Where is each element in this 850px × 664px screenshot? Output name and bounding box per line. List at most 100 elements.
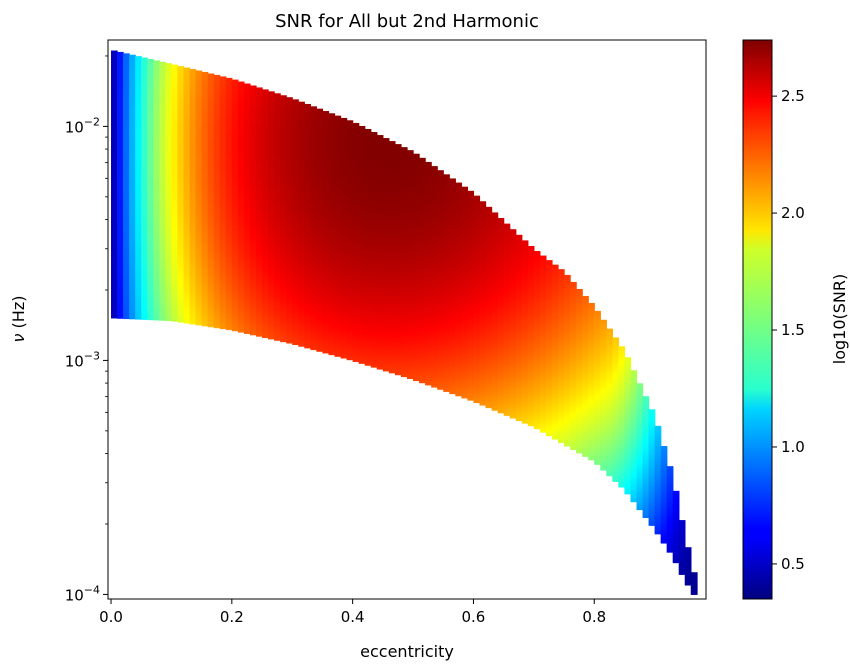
heatmap-cell [280,207,287,211]
heatmap-cell [437,362,444,366]
heatmap-cell [425,263,432,267]
heatmap-cell [413,370,420,374]
heatmap-cell [358,191,366,196]
heatmap-cell [129,81,136,85]
heatmap-cell [292,156,299,160]
heatmap-cell [431,281,438,285]
heatmap-cell [135,231,142,235]
heatmap-cell [243,291,251,296]
heatmap-cell [129,309,136,314]
heatmap-cell [177,282,185,286]
heatmap-cell [437,350,444,354]
heatmap-cell [437,272,444,276]
heatmap-cell [316,340,324,344]
heatmap-cell [370,173,378,178]
heatmap-cell [195,285,203,289]
heatmap-cell [165,228,173,233]
heatmap-cell [310,335,317,340]
heatmap-cell [177,259,185,263]
heatmap-cell [437,338,444,342]
heatmap-cell [153,187,160,191]
heatmap-cell [328,148,336,152]
heatmap-cell [219,188,227,192]
heatmap-cell [274,290,281,295]
heatmap-cell [243,222,251,226]
heatmap-cell [213,215,221,219]
heatmap-cell [159,219,166,224]
heatmap-cell [159,234,166,238]
heatmap-cell [111,196,118,200]
heatmap-cell [147,247,154,251]
heatmap-cell [425,166,432,170]
heatmap-cell [419,217,426,221]
heatmap-cell [141,301,148,306]
heatmap-cell [352,130,360,135]
heatmap-cell [340,328,348,332]
heatmap-cell [123,124,130,128]
heatmap-cell [249,91,257,95]
heatmap-cell [340,224,348,228]
heatmap-cell [111,231,118,236]
heatmap-cell [237,259,245,264]
heatmap-cell [111,172,118,176]
heatmap-cell [364,257,372,261]
heatmap-cell [165,300,173,304]
heatmap-cell [298,226,305,230]
heatmap-cell [388,192,396,196]
heatmap-cell [376,314,384,318]
heatmap-cell [262,224,269,228]
heatmap-cell [243,141,251,146]
heatmap-cell [189,69,197,73]
heatmap-cell [437,294,444,298]
heatmap-cell [159,317,166,321]
heatmap-cell [310,298,317,302]
heatmap-cell [153,293,160,298]
heatmap-cell [292,102,299,106]
heatmap-cell [189,233,197,237]
heatmap-cell [316,329,324,333]
heatmap-cell [340,205,348,210]
heatmap-cell [207,261,215,266]
heatmap-cell [292,338,299,343]
heatmap-cell [195,81,203,86]
heatmap-cell [177,299,185,303]
heatmap-cell [376,355,384,360]
heatmap-cell [382,215,390,219]
heatmap-cell [413,357,420,361]
heatmap-cell [171,187,179,191]
heatmap-cell [419,210,426,214]
heatmap-cell [231,325,239,329]
heatmap-cell [292,246,299,250]
heatmap-cell [407,332,414,336]
heatmap-cell [382,202,390,206]
heatmap-cell [352,255,360,259]
heatmap-cell [328,180,336,184]
heatmap-cell [298,237,305,241]
heatmap-cell [352,268,360,272]
heatmap-cell [407,274,414,278]
heatmap-cell [334,139,342,143]
heatmap-cell [431,195,438,199]
heatmap-cell [231,132,239,136]
heatmap-cell [388,182,396,186]
heatmap-cell [111,106,118,111]
heatmap-cell [328,266,336,270]
heatmap-cell [231,199,239,203]
heatmap-cell [280,155,287,159]
heatmap-cell [358,344,366,349]
heatmap-cell [153,282,160,286]
heatmap-cell [183,129,191,134]
heatmap-cell [364,252,372,256]
heatmap-cell [316,111,324,115]
heatmap-cell [394,231,402,235]
heatmap-cell [431,185,438,189]
heatmap-cell [189,306,197,311]
heatmap-cell [413,294,420,298]
heatmap-cell [304,318,311,322]
heatmap-cell [334,318,342,323]
heatmap-cell [370,317,378,321]
heatmap-cell [352,207,360,211]
heatmap-cell [231,124,239,128]
heatmap-cell [280,111,287,116]
heatmap-cell [129,304,136,308]
